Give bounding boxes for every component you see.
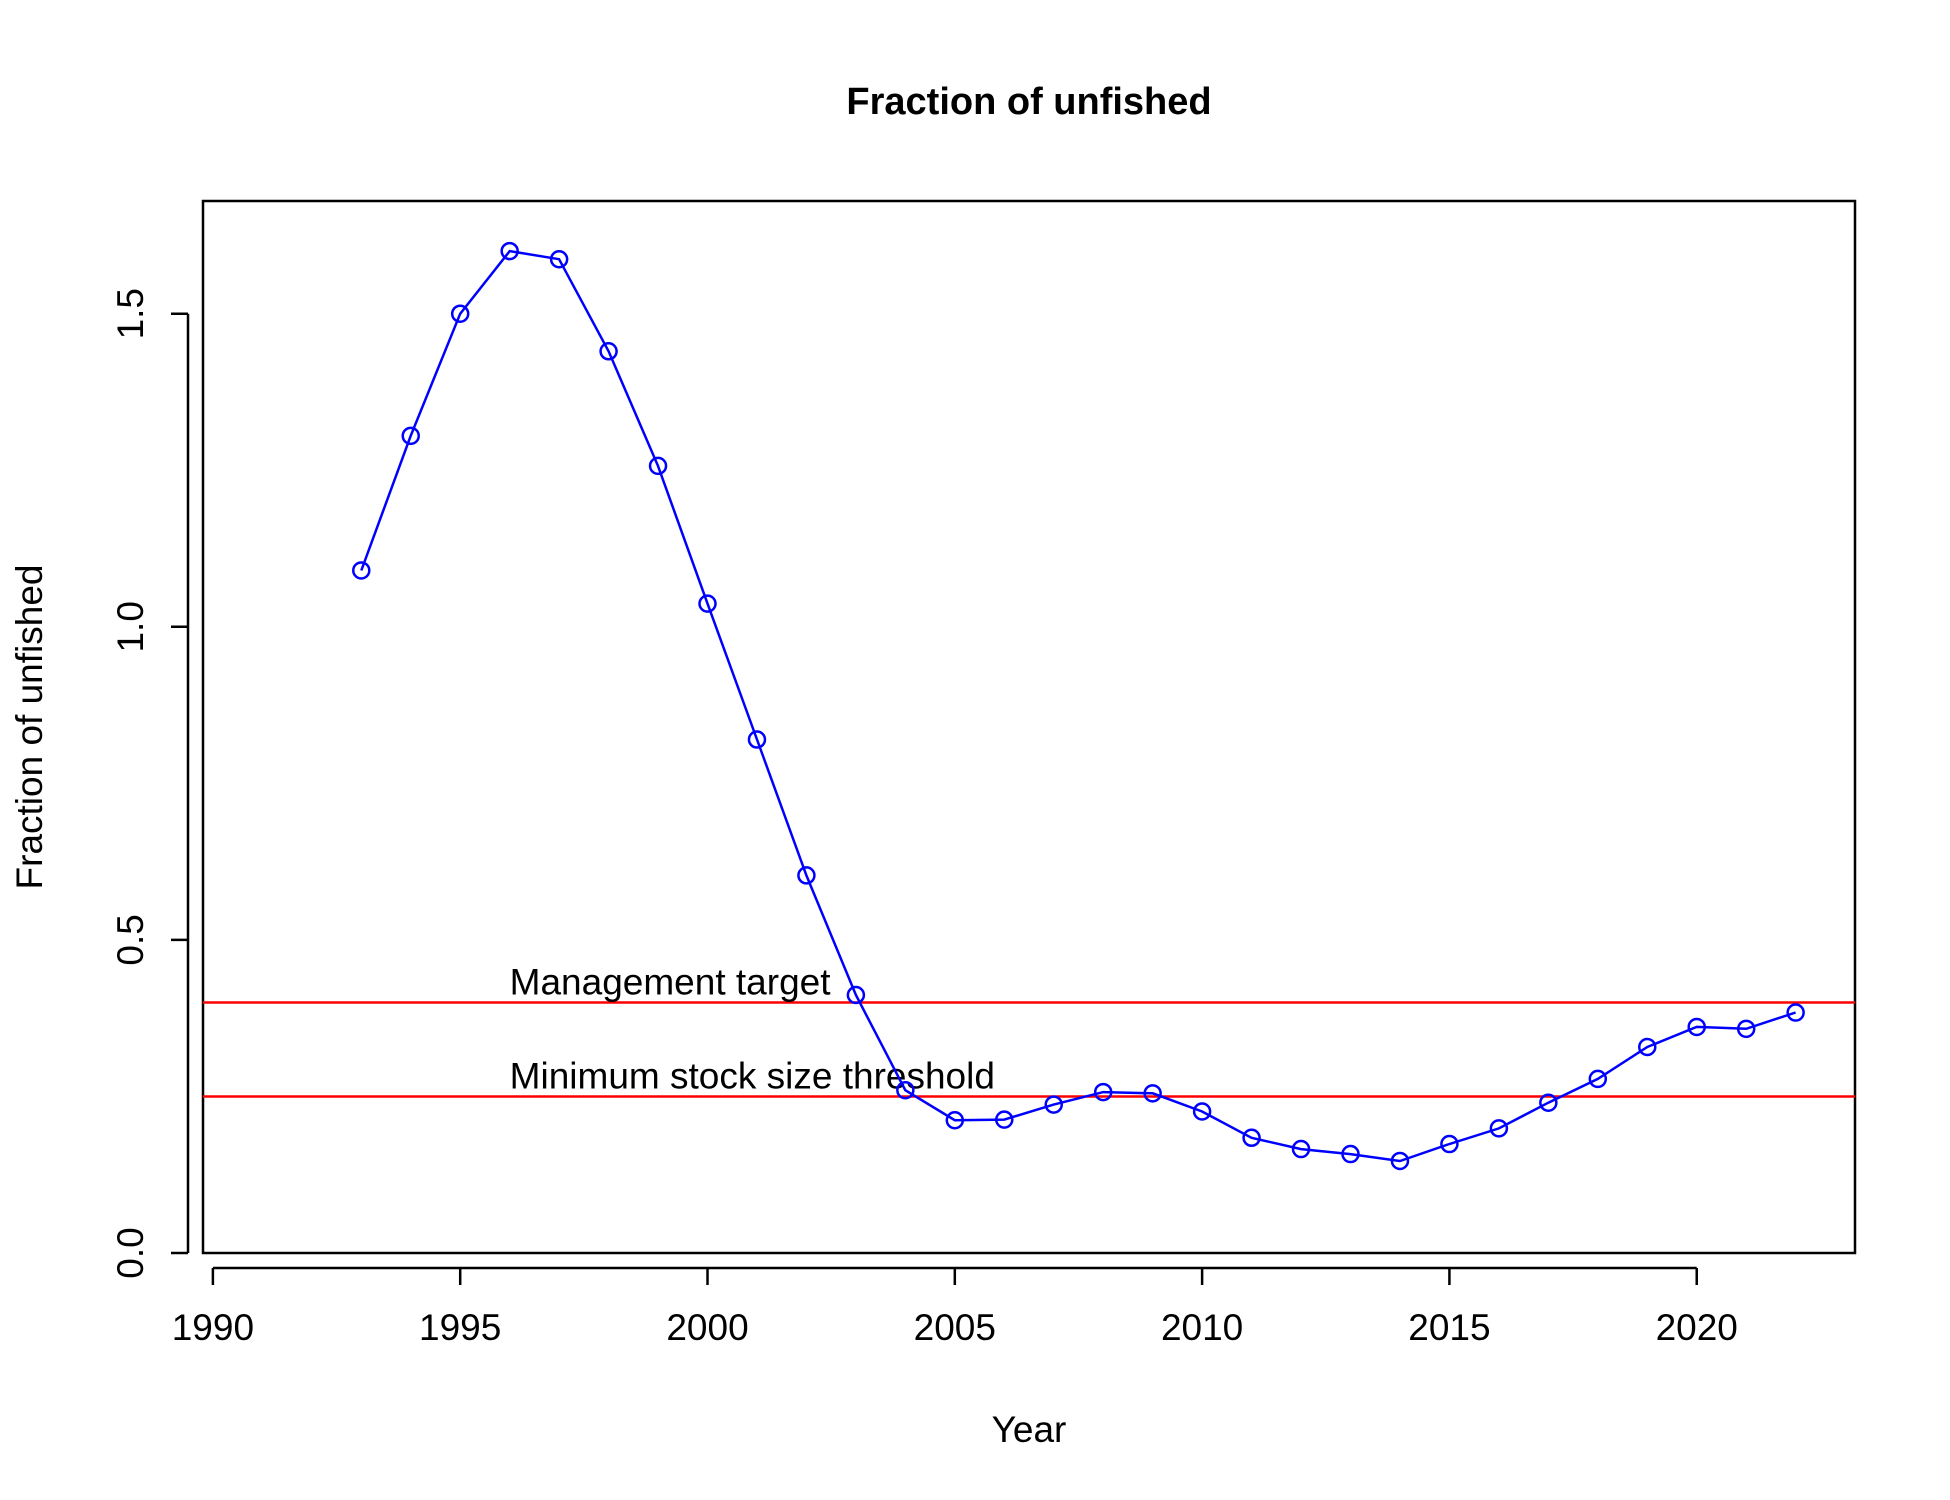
data-point bbox=[352, 561, 371, 580]
x-tick-label: 2020 bbox=[1656, 1307, 1738, 1348]
data-point bbox=[1736, 1019, 1756, 1039]
y-tick-label: 1.5 bbox=[110, 288, 151, 339]
data-point bbox=[549, 249, 569, 269]
x-tick-label: 1995 bbox=[419, 1307, 501, 1348]
data-point bbox=[698, 594, 717, 613]
data-point bbox=[1291, 1139, 1311, 1159]
x-tick-label: 2015 bbox=[1408, 1307, 1490, 1348]
data-point bbox=[450, 304, 470, 323]
x-tick-label: 2000 bbox=[666, 1307, 748, 1348]
series-layer bbox=[352, 241, 1805, 1171]
data-point bbox=[846, 985, 866, 1005]
data-point bbox=[500, 241, 519, 261]
plot-area-frame bbox=[201, 199, 1857, 1255]
data-point bbox=[1143, 1084, 1162, 1103]
y-tick-label: 0.0 bbox=[110, 1227, 151, 1278]
data-point bbox=[945, 1110, 965, 1130]
data-point bbox=[747, 730, 767, 749]
data-point bbox=[599, 342, 618, 361]
data-point bbox=[1786, 1003, 1805, 1022]
data-point bbox=[1390, 1151, 1410, 1171]
reference-lines: Management target Minimum stock size thre… bbox=[203, 962, 1855, 1098]
chart-title: Fraction of unfished bbox=[846, 81, 1211, 123]
data-point bbox=[1638, 1037, 1657, 1057]
data-point bbox=[1588, 1069, 1608, 1089]
data-point bbox=[648, 456, 668, 476]
reference-line-label: Management target bbox=[510, 962, 832, 1003]
x-axis: 1990 1995 2000 2005 2010 2015 2020 bbox=[172, 1266, 1738, 1348]
data-point bbox=[1687, 1017, 1706, 1037]
data-point bbox=[1489, 1119, 1509, 1138]
x-tick-label: 2010 bbox=[1161, 1307, 1243, 1348]
data-point bbox=[1539, 1093, 1558, 1112]
y-axis: 0.0 0.5 1.0 1.5 bbox=[110, 288, 190, 1279]
y-tick-label: 0.5 bbox=[110, 914, 151, 965]
data-point bbox=[995, 1110, 1014, 1129]
reference-line-label: Minimum stock size threshold bbox=[510, 1055, 995, 1096]
data-point bbox=[1093, 1082, 1113, 1102]
data-point bbox=[1192, 1102, 1212, 1121]
data-point bbox=[1044, 1095, 1063, 1114]
x-tick-label: 2005 bbox=[914, 1307, 996, 1348]
y-tick-label: 1.0 bbox=[110, 601, 151, 652]
x-axis-title: Year bbox=[992, 1409, 1067, 1450]
data-point bbox=[1242, 1128, 1261, 1148]
data-point bbox=[797, 866, 816, 885]
y-axis-title: Fraction of unfished bbox=[9, 565, 50, 890]
data-point bbox=[401, 426, 420, 446]
series-line bbox=[360, 249, 1796, 1163]
data-point bbox=[896, 1080, 915, 1100]
data-point bbox=[1341, 1144, 1360, 1164]
x-tick-label: 1990 bbox=[172, 1307, 254, 1348]
data-point bbox=[1440, 1134, 1459, 1154]
